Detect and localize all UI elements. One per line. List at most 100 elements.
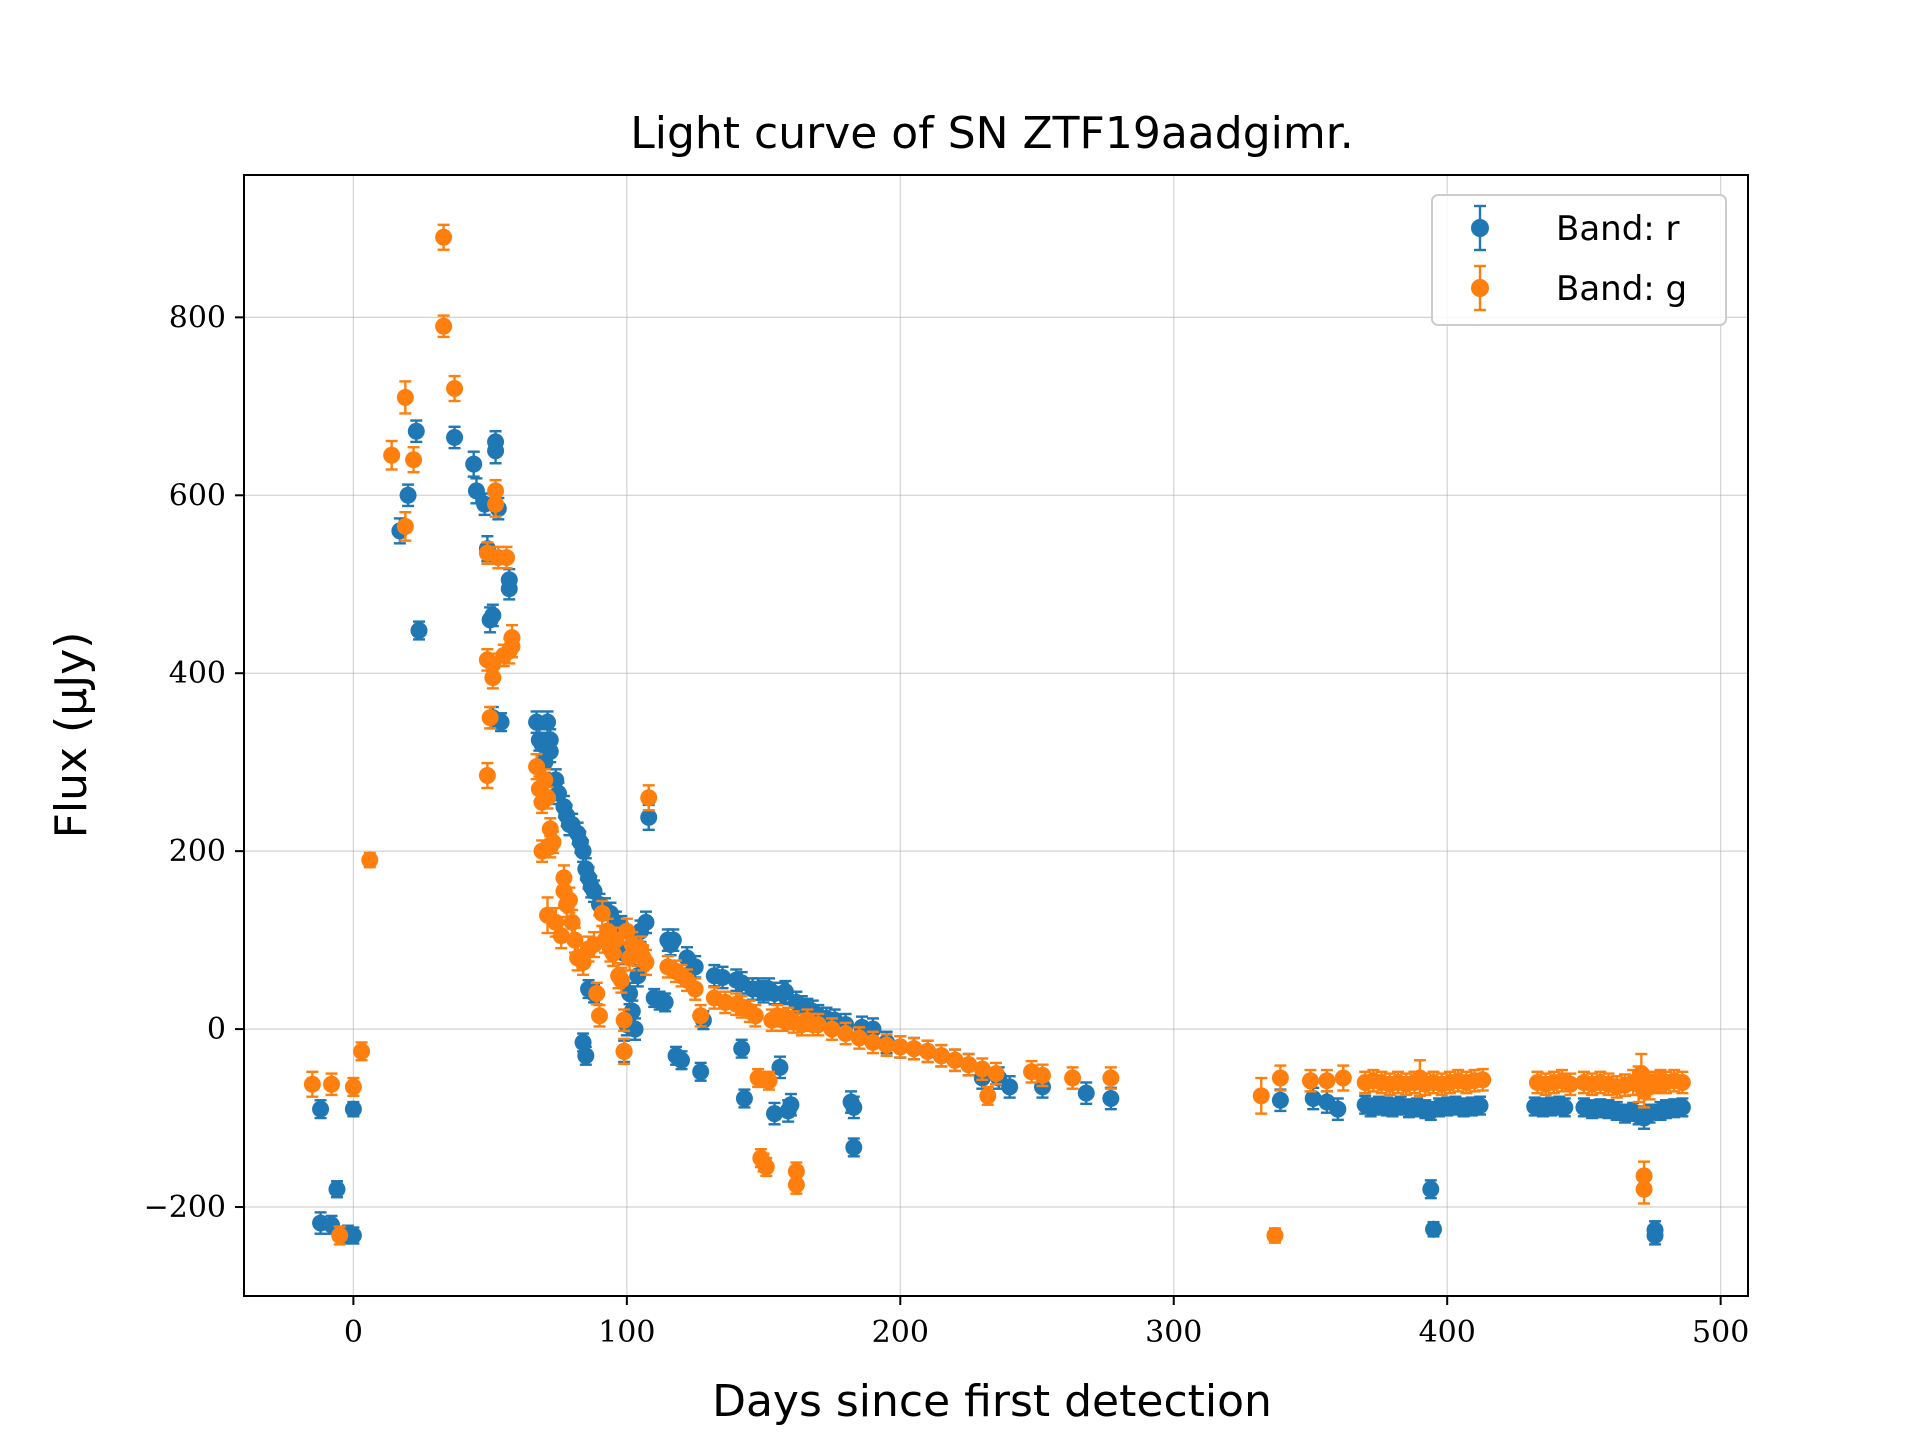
data-point <box>1641 1103 1659 1124</box>
series-r <box>312 419 1691 1246</box>
data-marker <box>1425 1220 1443 1238</box>
data-marker <box>503 638 521 656</box>
legend-entry-g: Band: g <box>1471 264 1687 312</box>
data-point <box>435 223 453 251</box>
data-marker <box>746 1007 764 1025</box>
y-tick-label: 400 <box>169 656 226 691</box>
data-marker <box>919 1042 937 1060</box>
data-marker <box>809 1016 827 1034</box>
legend-label: Band: g <box>1556 269 1687 309</box>
y-tick-label: 0 <box>207 1012 226 1047</box>
data-marker <box>481 709 499 727</box>
data-point <box>692 1003 710 1028</box>
data-point <box>1033 1063 1051 1088</box>
data-marker <box>850 1029 868 1047</box>
data-marker <box>1077 1084 1095 1102</box>
data-point <box>344 1076 362 1098</box>
data-marker <box>590 1007 608 1025</box>
data-point <box>588 981 606 1006</box>
data-point <box>446 425 464 450</box>
data-point <box>845 1137 863 1158</box>
data-point <box>637 910 655 935</box>
data-marker <box>487 482 505 500</box>
data-point <box>1646 1225 1664 1246</box>
y-tick-label: 600 <box>169 478 226 513</box>
data-point <box>612 966 630 994</box>
data-marker <box>560 891 578 909</box>
data-marker <box>383 446 401 464</box>
data-point <box>544 830 562 855</box>
data-marker <box>1632 1065 1650 1083</box>
grid <box>244 175 1748 1296</box>
data-marker <box>539 713 557 731</box>
data-point <box>1471 1095 1489 1116</box>
legend-marker <box>1471 279 1489 297</box>
data-marker <box>782 1096 800 1114</box>
plot-frame <box>243 174 1749 1297</box>
data-marker <box>344 1100 362 1118</box>
data-point <box>396 510 414 542</box>
y-tick-label: −200 <box>144 1190 226 1225</box>
data-marker <box>1646 1227 1664 1245</box>
data-marker <box>1266 1227 1284 1245</box>
x-tick-label: 200 <box>872 1315 929 1350</box>
data-point <box>541 739 559 764</box>
data-point <box>1102 1066 1120 1090</box>
data-marker <box>1673 1098 1691 1116</box>
data-marker <box>1301 1072 1319 1090</box>
data-marker <box>932 1047 950 1065</box>
data-marker <box>776 983 794 1001</box>
data-marker <box>905 1040 923 1058</box>
data-point <box>1001 1075 1019 1099</box>
series-g <box>303 223 1691 1246</box>
data-marker <box>673 1051 691 1069</box>
data-marker <box>686 980 704 998</box>
data-point <box>484 603 502 628</box>
data-point <box>615 1008 633 1033</box>
data-marker <box>478 767 496 785</box>
data-point <box>960 1052 978 1077</box>
data-marker <box>541 743 559 761</box>
y-axis-label: Flux (μJy) <box>46 632 97 839</box>
data-point <box>1425 1220 1443 1238</box>
data-marker <box>487 433 505 451</box>
data-marker <box>539 789 557 807</box>
data-point <box>361 851 379 869</box>
data-marker <box>656 993 674 1011</box>
data-point <box>465 450 483 478</box>
data-marker <box>1471 1097 1489 1115</box>
x-tick-label: 300 <box>1145 1315 1202 1350</box>
data-marker <box>484 606 502 624</box>
data-point <box>487 478 505 503</box>
data-marker <box>1329 1100 1347 1118</box>
data-marker <box>303 1075 321 1093</box>
data-marker <box>766 1105 784 1123</box>
y-tick-label: 800 <box>169 300 226 335</box>
axis-ticks: 0 100 200 300 400 500 −200 0 200 400 600 800 <box>144 300 1750 1350</box>
data-marker <box>987 1065 1005 1083</box>
data-point <box>1271 1064 1289 1092</box>
data-marker <box>323 1075 341 1093</box>
data-marker <box>1422 1180 1440 1198</box>
data-point <box>878 1033 896 1057</box>
legend-box <box>1431 194 1727 326</box>
data-point <box>905 1036 923 1061</box>
data-marker <box>1033 1066 1051 1084</box>
data-marker <box>1271 1091 1289 1109</box>
data-point <box>353 1041 371 1062</box>
data-marker <box>577 1047 595 1065</box>
data-marker <box>1635 1180 1653 1198</box>
data-marker <box>1561 1075 1579 1093</box>
data-marker <box>757 1158 775 1176</box>
data-marker <box>467 482 485 500</box>
data-point <box>410 620 428 641</box>
data-point <box>987 1061 1005 1086</box>
data-marker <box>612 971 630 989</box>
data-point <box>615 1037 633 1065</box>
data-marker <box>891 1038 909 1056</box>
data-point <box>746 1003 764 1028</box>
data-marker <box>585 882 603 900</box>
data-marker <box>760 1072 778 1090</box>
data-marker <box>878 1036 896 1054</box>
